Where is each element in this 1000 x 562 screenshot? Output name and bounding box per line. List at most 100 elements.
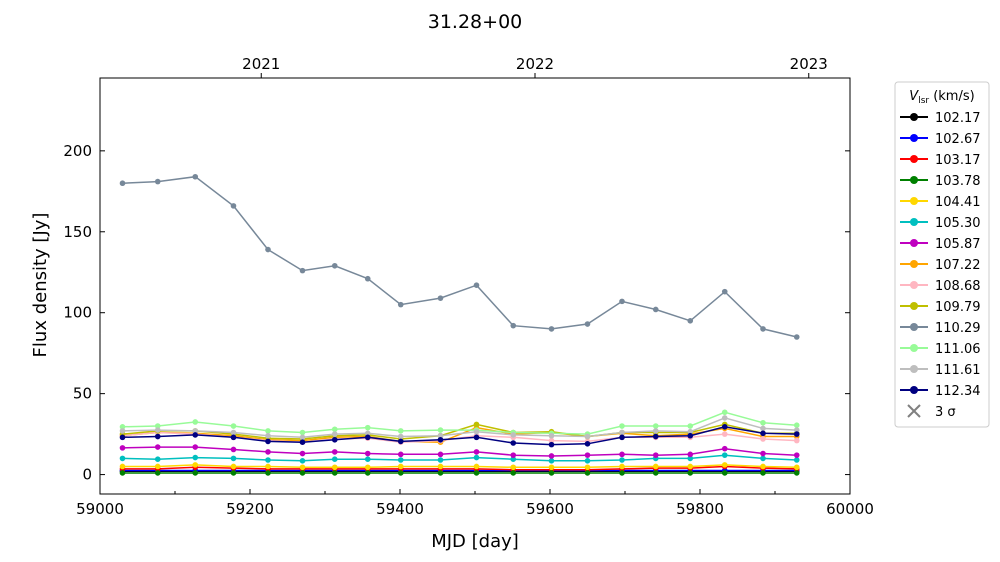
x-tick-label: 59600 [526, 500, 574, 518]
data-point [154, 423, 161, 429]
legend-item: 103.78 [900, 174, 981, 189]
data-point [793, 470, 800, 476]
data-point [192, 419, 199, 425]
legend-label: 107.22 [935, 258, 981, 273]
sigma-marker-b [907, 404, 921, 418]
data-point [619, 298, 625, 305]
data-point [793, 437, 800, 444]
data-point [793, 334, 800, 340]
data-point [721, 288, 728, 295]
y-tick-label: 100 [63, 304, 92, 322]
legend-label: 3 σ [935, 405, 956, 420]
legend: Vlsr (km/s) 102.17 102.67 103.17 103.78 104.4… [894, 81, 990, 428]
data-point [230, 203, 237, 209]
legend-marker [910, 386, 918, 394]
legend-label: 110.29 [935, 321, 981, 336]
legend-label: 108.68 [935, 279, 981, 294]
legend-label: 111.61 [935, 363, 981, 378]
series-111-06 [119, 409, 800, 437]
data-point [510, 440, 517, 446]
data-point [652, 433, 659, 440]
data-point [331, 431, 338, 437]
data-point [192, 173, 199, 180]
data-point [619, 423, 625, 429]
legend-label: 102.17 [935, 111, 981, 126]
data-point [473, 428, 480, 435]
data-point [230, 434, 237, 441]
x-tick-label: 59400 [376, 500, 424, 518]
data-point [265, 463, 271, 470]
x-tick-label: 60000 [826, 500, 874, 518]
data-point [473, 454, 480, 461]
data-point [364, 434, 371, 441]
data-point [299, 267, 306, 274]
data-point [652, 306, 659, 313]
data-point [331, 449, 338, 455]
data-point [473, 470, 480, 476]
data-point [760, 470, 766, 476]
plot-area [119, 173, 800, 476]
data-point [397, 301, 404, 308]
data-point [760, 425, 766, 432]
data-point [760, 455, 766, 462]
data-point [619, 470, 625, 476]
data-point [584, 321, 591, 327]
y-tick-label: 200 [63, 142, 92, 160]
data-point [119, 470, 126, 476]
legend-label: 105.30 [935, 216, 981, 231]
x-tick-label: 59800 [676, 500, 724, 518]
data-point [331, 464, 338, 471]
legend-item: 111.06 [900, 342, 981, 357]
data-point [364, 275, 371, 282]
data-point [619, 457, 625, 463]
data-point [299, 439, 306, 446]
legend-marker [910, 239, 918, 247]
data-point [192, 428, 199, 434]
data-point [721, 415, 728, 421]
x-axis-label: MJD [day] [431, 531, 519, 552]
data-point [437, 451, 444, 458]
data-point [652, 452, 659, 458]
data-point [437, 463, 444, 470]
data-point [687, 423, 694, 429]
data-point [760, 419, 766, 426]
series-line [122, 175, 797, 338]
legend-marker [910, 134, 918, 142]
data-point [721, 431, 728, 437]
y-tick-label: 150 [63, 223, 92, 241]
series-line [122, 464, 797, 469]
legend-marker [910, 323, 918, 331]
axes: 59000 59200 59400 59600 59800 60000 0 50 100 150 2… [63, 55, 874, 518]
legend-label: 103.17 [935, 153, 981, 168]
data-point [721, 470, 728, 476]
data-point [548, 470, 555, 476]
data-point [119, 180, 126, 187]
data-point [473, 463, 480, 470]
data-point [299, 464, 306, 471]
data-point [619, 429, 625, 436]
top-tick-label: 2023 [790, 55, 828, 73]
legend-label: 104.41 [935, 195, 981, 210]
data-point [119, 463, 126, 470]
data-point [584, 433, 591, 440]
legend-label: 109.79 [935, 300, 981, 315]
data-point [364, 424, 371, 431]
data-point [437, 432, 444, 439]
series-104-41 [119, 462, 800, 471]
data-point [473, 434, 480, 441]
x-tick-label: 59000 [76, 500, 124, 518]
data-point [397, 457, 404, 463]
data-point [265, 432, 271, 439]
data-point [793, 452, 800, 458]
data-point [154, 178, 161, 185]
data-point [473, 449, 480, 455]
data-point [721, 424, 728, 430]
legend-item-sigma: 3 σ [907, 404, 956, 420]
data-point [548, 453, 555, 459]
data-point [331, 426, 338, 433]
data-point [548, 432, 555, 439]
data-point [331, 470, 338, 476]
data-point [687, 428, 694, 435]
data-point [437, 295, 444, 301]
data-point [548, 458, 555, 464]
